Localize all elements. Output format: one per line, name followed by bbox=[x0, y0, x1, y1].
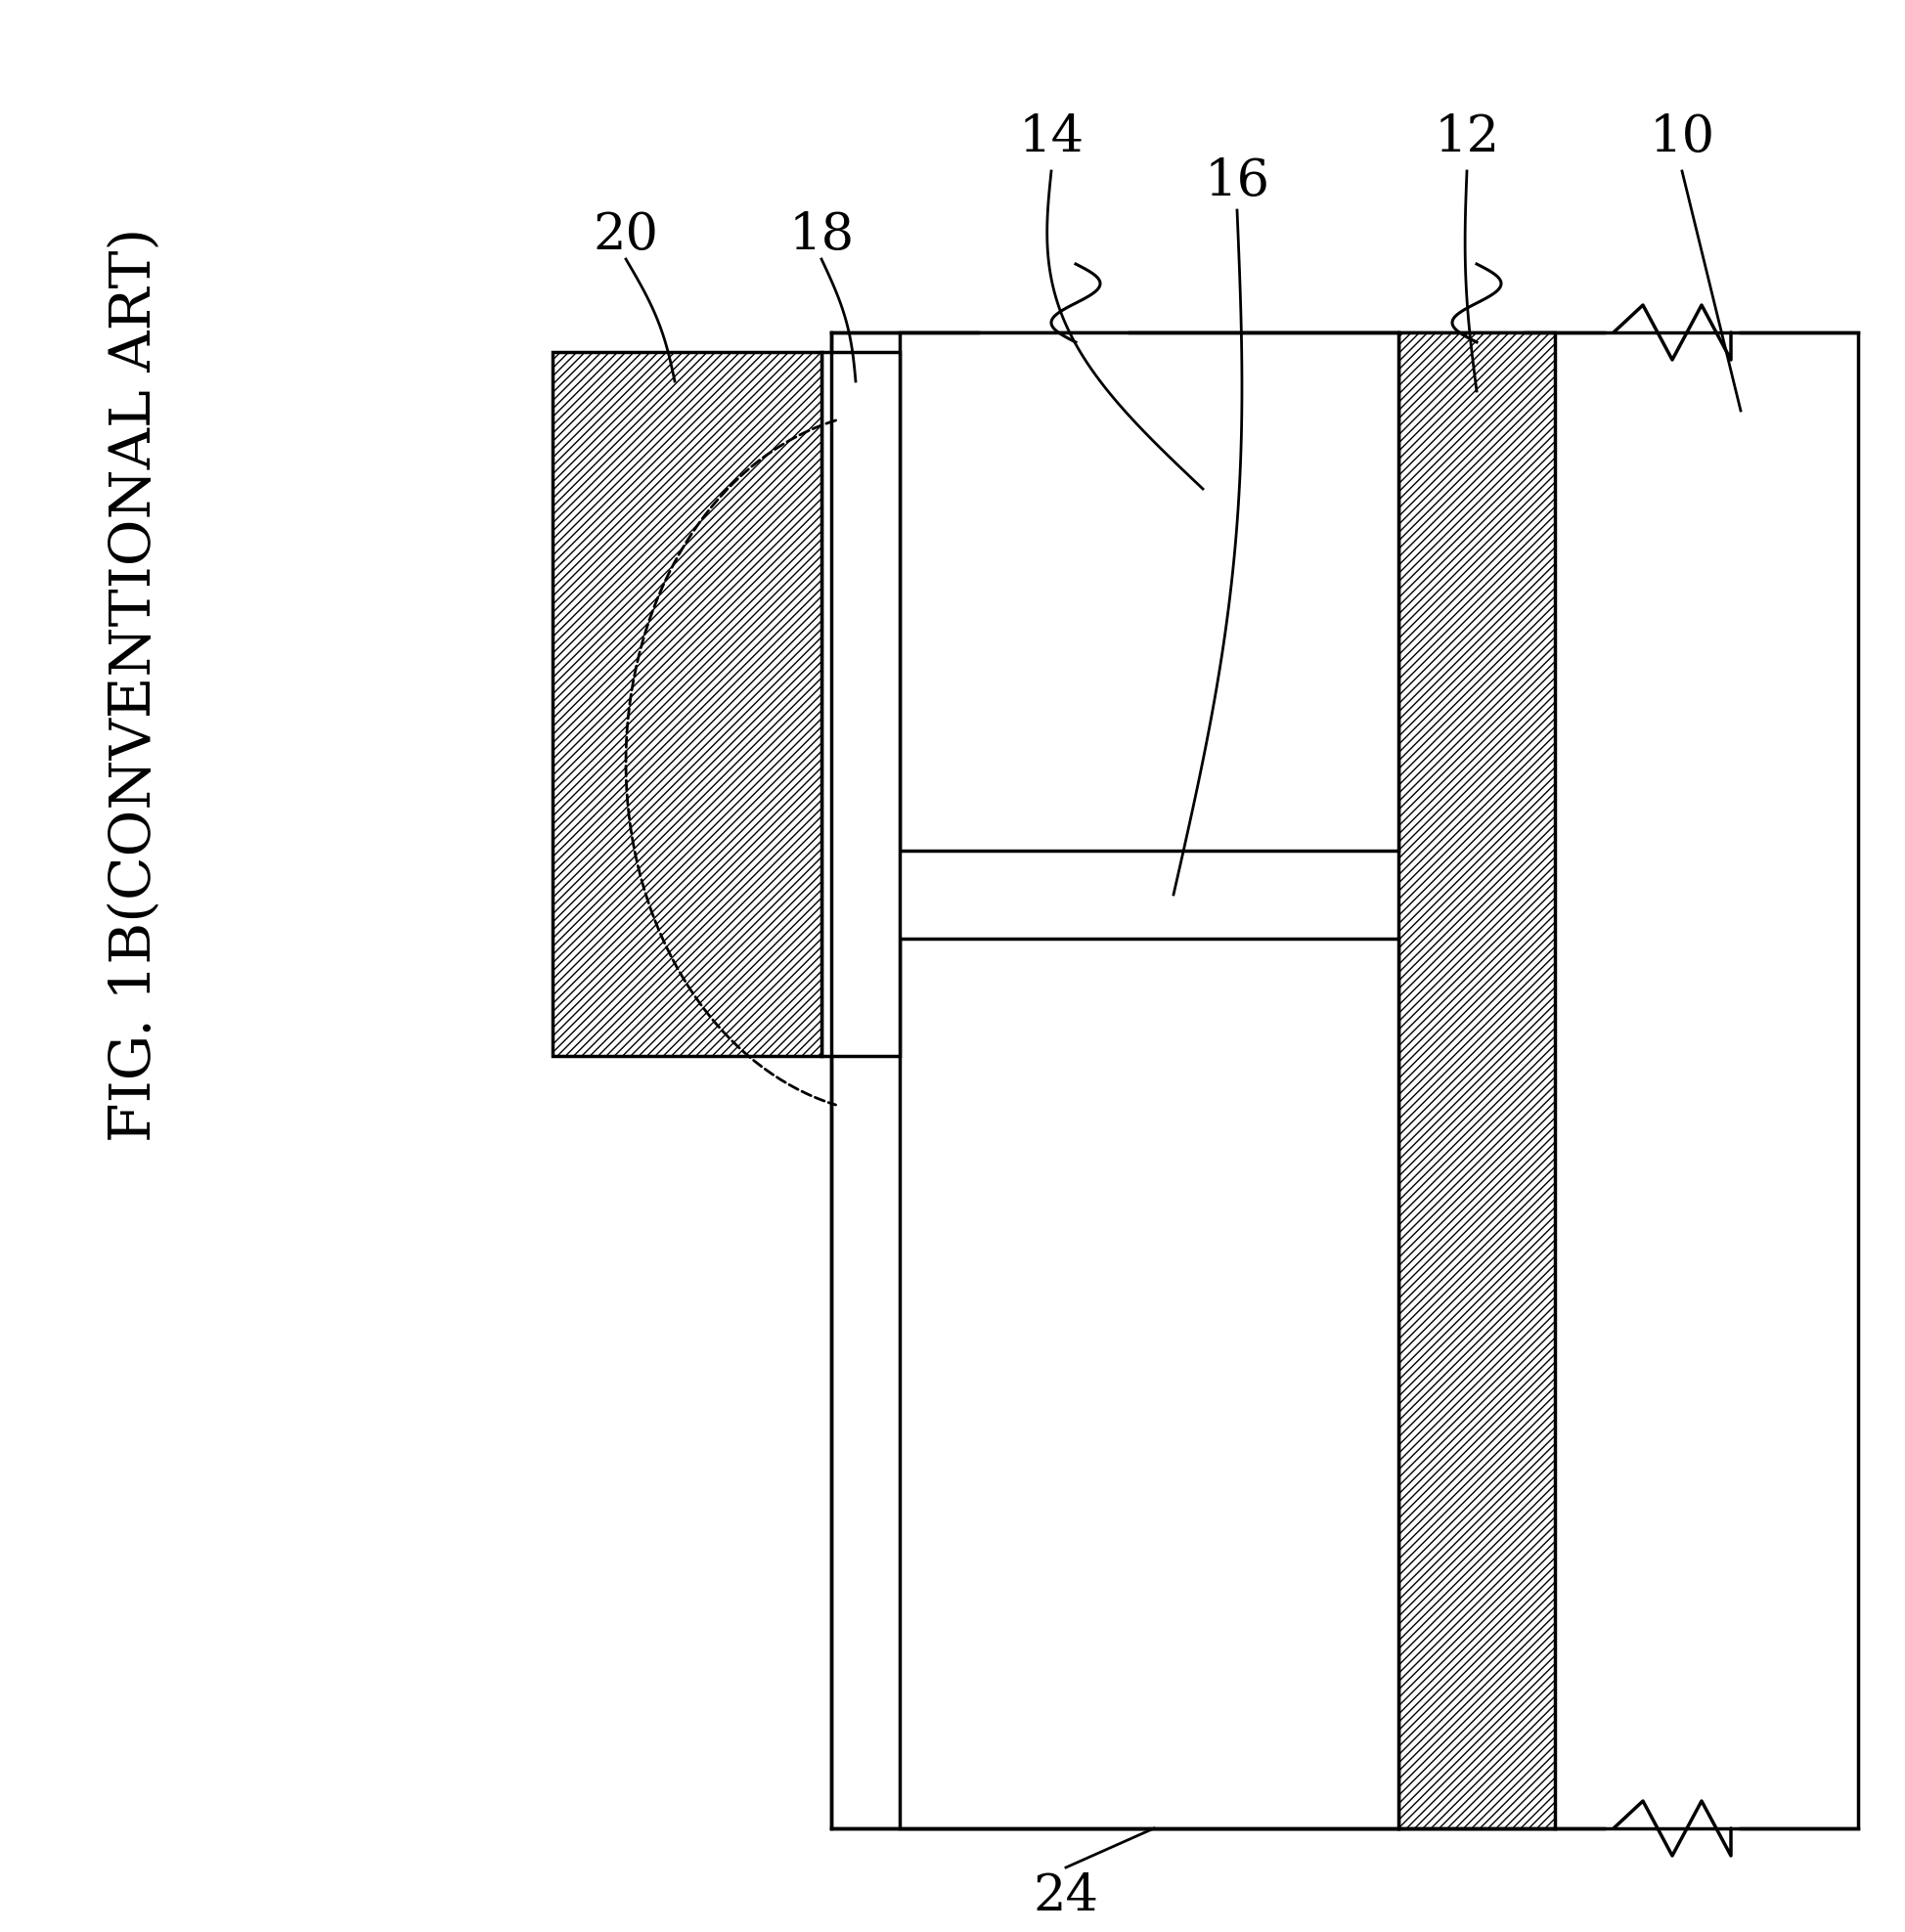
Text: 24: 24 bbox=[1033, 1872, 1097, 1922]
Text: 16: 16 bbox=[1204, 156, 1269, 207]
Text: 12: 12 bbox=[1433, 112, 1499, 162]
Text: 14: 14 bbox=[1017, 112, 1084, 162]
Text: 18: 18 bbox=[789, 211, 853, 259]
Bar bbox=[831, 332, 1857, 1828]
Text: 20: 20 bbox=[592, 211, 659, 259]
Bar bbox=[899, 332, 1398, 850]
Text: 10: 10 bbox=[1648, 112, 1714, 162]
Bar bbox=[1398, 332, 1554, 1828]
Bar bbox=[821, 352, 899, 1057]
Bar bbox=[552, 352, 821, 1057]
Text: FIG. 1B(CONVENTIONAL ART): FIG. 1B(CONVENTIONAL ART) bbox=[107, 228, 162, 1142]
Bar bbox=[899, 939, 1398, 1828]
